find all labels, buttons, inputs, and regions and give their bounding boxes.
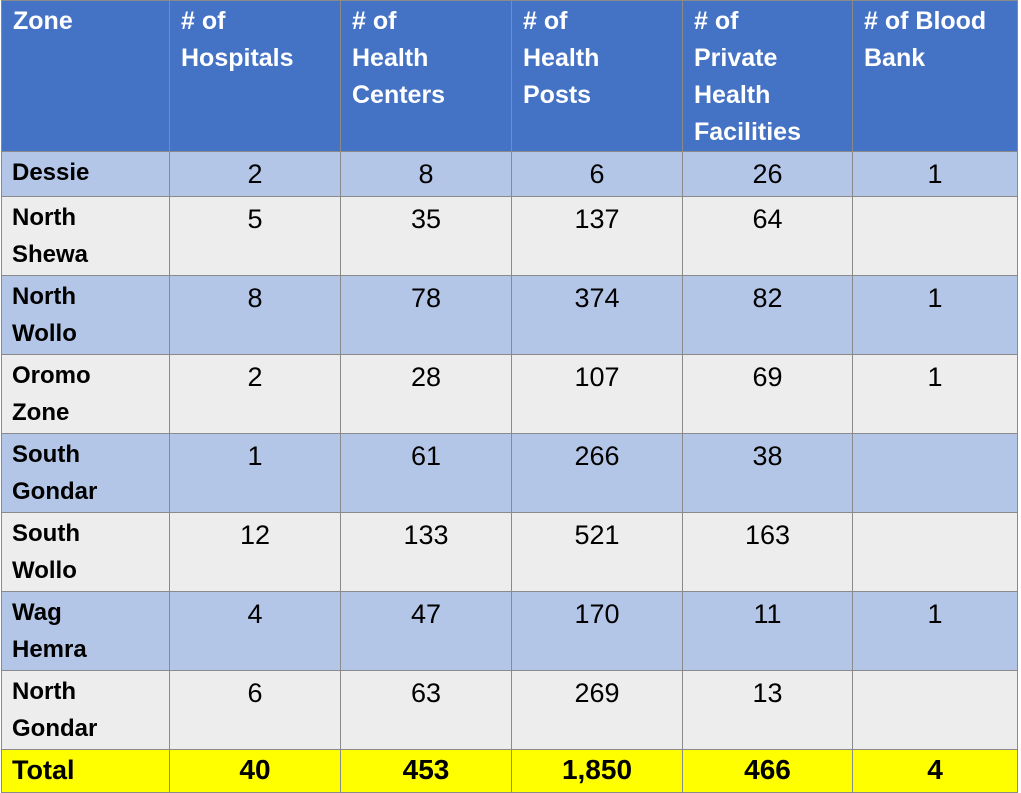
header-hospitals: # of Hospitals xyxy=(169,0,341,152)
zone-cell: Wag Hemra xyxy=(1,591,170,671)
table-row: Dessie 2 8 6 26 1 xyxy=(1,151,1018,197)
zone-cell: North Wollo xyxy=(1,275,170,355)
header-health-posts: # of Health Posts xyxy=(511,0,683,152)
hospitals-cell: 2 xyxy=(169,151,341,197)
blood-bank-cell: 1 xyxy=(852,354,1018,434)
health-centers-cell: 8 xyxy=(340,151,512,197)
table-row: North Gondar 6 63 269 13 xyxy=(1,670,1018,750)
header-private-facilities: # of Private Health Facilities xyxy=(682,0,853,152)
header-row: Zone # of Hospitals # of Health Centers … xyxy=(1,0,1018,152)
health-posts-cell: 137 xyxy=(511,196,683,276)
hospitals-cell: 2 xyxy=(169,354,341,434)
hospitals-cell: 5 xyxy=(169,196,341,276)
private-facilities-cell: 64 xyxy=(682,196,853,276)
private-facilities-cell: 82 xyxy=(682,275,853,355)
blood-bank-cell xyxy=(852,512,1018,592)
health-centers-cell: 61 xyxy=(340,433,512,513)
health-centers-cell: 35 xyxy=(340,196,512,276)
private-facilities-cell: 38 xyxy=(682,433,853,513)
health-posts-cell: 521 xyxy=(511,512,683,592)
hospitals-cell: 6 xyxy=(169,670,341,750)
total-label: Total xyxy=(1,749,170,793)
private-facilities-cell: 163 xyxy=(682,512,853,592)
table-row: Oromo Zone 2 28 107 69 1 xyxy=(1,354,1018,434)
total-private-facilities: 466 xyxy=(682,749,853,793)
zone-cell: Dessie xyxy=(1,151,170,197)
total-blood-bank: 4 xyxy=(852,749,1018,793)
table-row: Wag Hemra 4 47 170 11 1 xyxy=(1,591,1018,671)
health-centers-cell: 47 xyxy=(340,591,512,671)
table-row: North Wollo 8 78 374 82 1 xyxy=(1,275,1018,355)
health-posts-cell: 374 xyxy=(511,275,683,355)
zone-cell: North Shewa xyxy=(1,196,170,276)
hospitals-cell: 12 xyxy=(169,512,341,592)
health-posts-cell: 170 xyxy=(511,591,683,671)
health-centers-cell: 63 xyxy=(340,670,512,750)
total-row: Total 40 453 1,850 466 4 xyxy=(1,749,1018,793)
blood-bank-cell xyxy=(852,433,1018,513)
table-row: South Wollo 12 133 521 163 xyxy=(1,512,1018,592)
hospitals-cell: 4 xyxy=(169,591,341,671)
table-row: South Gondar 1 61 266 38 xyxy=(1,433,1018,513)
total-health-centers: 453 xyxy=(340,749,512,793)
table-row: North Shewa 5 35 137 64 xyxy=(1,196,1018,276)
blood-bank-cell: 1 xyxy=(852,151,1018,197)
health-centers-cell: 133 xyxy=(340,512,512,592)
hospitals-cell: 1 xyxy=(169,433,341,513)
total-hospitals: 40 xyxy=(169,749,341,793)
zone-cell: Oromo Zone xyxy=(1,354,170,434)
private-facilities-cell: 13 xyxy=(682,670,853,750)
blood-bank-cell: 1 xyxy=(852,275,1018,355)
health-centers-cell: 28 xyxy=(340,354,512,434)
zone-cell: South Gondar xyxy=(1,433,170,513)
total-health-posts: 1,850 xyxy=(511,749,683,793)
private-facilities-cell: 26 xyxy=(682,151,853,197)
header-zone: Zone xyxy=(1,0,170,152)
header-blood-bank: # of Blood Bank xyxy=(852,0,1018,152)
header-health-centers: # of Health Centers xyxy=(340,0,512,152)
health-posts-cell: 269 xyxy=(511,670,683,750)
health-centers-cell: 78 xyxy=(340,275,512,355)
health-posts-cell: 6 xyxy=(511,151,683,197)
zone-cell: South Wollo xyxy=(1,512,170,592)
blood-bank-cell xyxy=(852,670,1018,750)
private-facilities-cell: 69 xyxy=(682,354,853,434)
health-posts-cell: 266 xyxy=(511,433,683,513)
private-facilities-cell: 11 xyxy=(682,591,853,671)
health-posts-cell: 107 xyxy=(511,354,683,434)
hospitals-cell: 8 xyxy=(169,275,341,355)
blood-bank-cell xyxy=(852,196,1018,276)
zone-cell: North Gondar xyxy=(1,670,170,750)
blood-bank-cell: 1 xyxy=(852,591,1018,671)
